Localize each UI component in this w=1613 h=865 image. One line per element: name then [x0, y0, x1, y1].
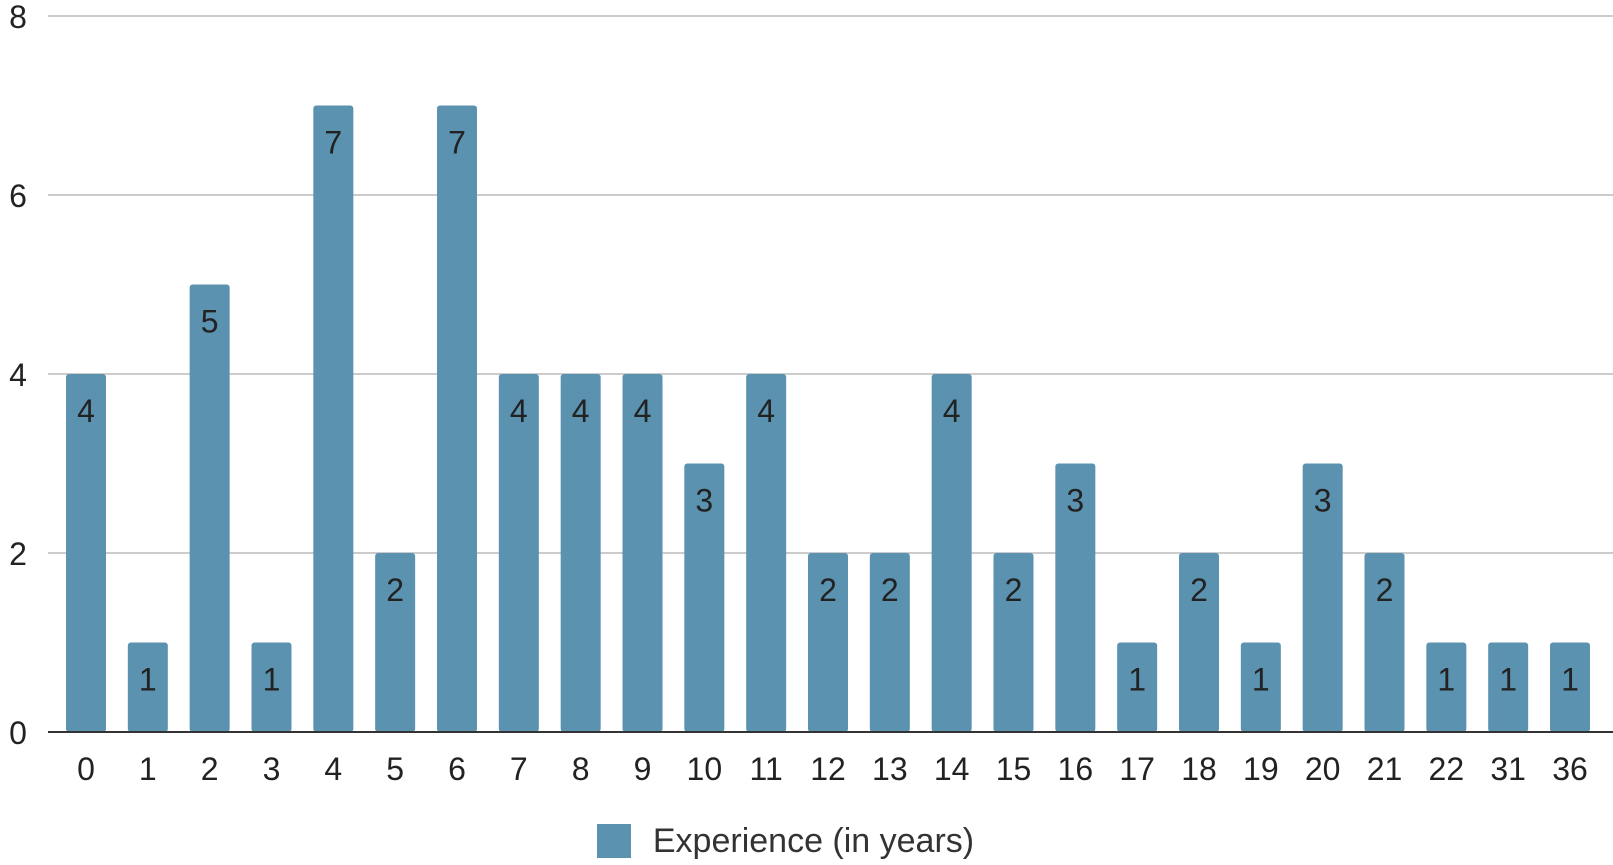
bar [560, 374, 601, 732]
x-tick-label: 6 [448, 751, 466, 787]
data-label: 1 [1499, 662, 1517, 698]
bar [375, 553, 416, 732]
data-label: 2 [1005, 572, 1023, 608]
bar [251, 642, 292, 732]
data-label: 2 [819, 572, 837, 608]
x-tick-label: 15 [996, 751, 1032, 787]
data-label: 4 [634, 393, 652, 429]
bar [1488, 642, 1529, 732]
x-tick-label: 12 [810, 751, 846, 787]
data-label: 3 [1066, 483, 1084, 519]
x-tick-label: 17 [1119, 751, 1155, 787]
data-label: 5 [201, 304, 219, 340]
bar [1550, 642, 1590, 732]
data-label: 2 [1376, 572, 1394, 608]
x-tick-label: 0 [77, 751, 95, 787]
x-tick-label: 7 [510, 751, 528, 787]
legend: Experience (in years) [0, 824, 1592, 858]
x-tick-label: 18 [1181, 751, 1217, 787]
bar [313, 105, 354, 732]
x-tick-label: 4 [324, 751, 342, 787]
bar [1179, 553, 1219, 732]
y-tick-label: 6 [9, 178, 27, 214]
gridlines [48, 15, 1613, 554]
x-tick-label: 19 [1243, 751, 1279, 787]
x-tick-label: 11 [750, 751, 783, 787]
data-label: 1 [1561, 662, 1579, 698]
data-label: 3 [695, 483, 713, 519]
x-tick-label: 36 [1552, 751, 1588, 787]
data-labels: 4 1 5 1 7 2 7 4 4 4 3 4 2 2 4 2 3 1 2 1 3 2 1 1 1 [77, 125, 1579, 698]
bar [1240, 642, 1281, 732]
bar [808, 553, 848, 732]
data-label: 1 [263, 662, 281, 698]
data-label: 1 [1128, 662, 1146, 698]
bar [1055, 463, 1096, 732]
data-label: 1 [1437, 662, 1455, 698]
bar [498, 374, 539, 732]
y-tick-label: 0 [9, 715, 27, 751]
bar [993, 553, 1034, 732]
bar [622, 374, 663, 732]
x-tick-label: 13 [872, 751, 908, 787]
bar [684, 463, 725, 732]
x-tick-label: 1 [139, 751, 157, 787]
bar [189, 284, 230, 732]
bar [66, 374, 106, 732]
data-label: 4 [572, 393, 590, 429]
x-tick-label: 20 [1305, 751, 1341, 787]
x-tick-label: 8 [572, 751, 590, 787]
data-label: 1 [1252, 662, 1270, 698]
data-label: 7 [448, 125, 466, 161]
x-tick-label: 2 [201, 751, 219, 787]
x-tick-label: 16 [1058, 751, 1094, 787]
y-tick-label: 8 [9, 0, 27, 35]
bar [437, 105, 477, 732]
data-label: 1 [139, 662, 157, 698]
bar [931, 374, 972, 732]
bar [1364, 553, 1405, 732]
data-label: 4 [943, 393, 961, 429]
data-label: 4 [510, 393, 528, 429]
bars [66, 105, 1590, 732]
data-label: 2 [1190, 572, 1208, 608]
x-tick-label: 9 [634, 751, 652, 787]
x-tick-label: 5 [386, 751, 404, 787]
legend-swatch [596, 824, 631, 858]
data-label: 4 [77, 393, 95, 429]
data-label: 2 [386, 572, 404, 608]
data-label: 3 [1314, 483, 1332, 519]
data-label: 2 [881, 572, 899, 608]
data-label: 7 [324, 125, 342, 161]
x-tick-label: 31 [1490, 751, 1526, 787]
y-tick-label: 2 [9, 536, 27, 572]
x-tick-label: 22 [1429, 751, 1465, 787]
x-tick-label: 10 [687, 751, 723, 787]
legend-label: Experience (in years) [652, 822, 975, 860]
bar [127, 642, 168, 732]
x-tick-label: 3 [263, 751, 281, 787]
bar [1117, 642, 1158, 732]
data-label: 4 [757, 393, 775, 429]
bar [746, 374, 787, 732]
x-tick-label: 21 [1367, 751, 1403, 787]
y-tick-label: 4 [9, 357, 27, 393]
bar [1426, 642, 1467, 732]
bar [869, 553, 910, 732]
bar [1302, 463, 1343, 732]
x-tick-label: 14 [934, 751, 970, 787]
